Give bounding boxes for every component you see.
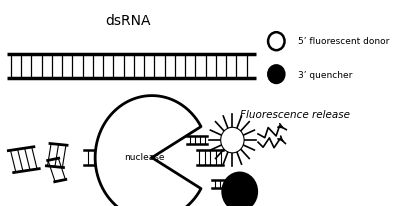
- Text: 5’ fluorescent donor: 5’ fluorescent donor: [298, 37, 390, 46]
- Text: nuclease: nuclease: [124, 153, 165, 162]
- Polygon shape: [95, 96, 201, 206]
- Ellipse shape: [268, 65, 284, 83]
- Text: Fluorescence release: Fluorescence release: [240, 110, 350, 120]
- Text: dsRNA: dsRNA: [105, 14, 151, 28]
- Text: nuclease: nuclease: [144, 116, 191, 125]
- Ellipse shape: [221, 127, 244, 153]
- Text: 3’ quencher: 3’ quencher: [298, 71, 353, 80]
- Ellipse shape: [222, 172, 257, 206]
